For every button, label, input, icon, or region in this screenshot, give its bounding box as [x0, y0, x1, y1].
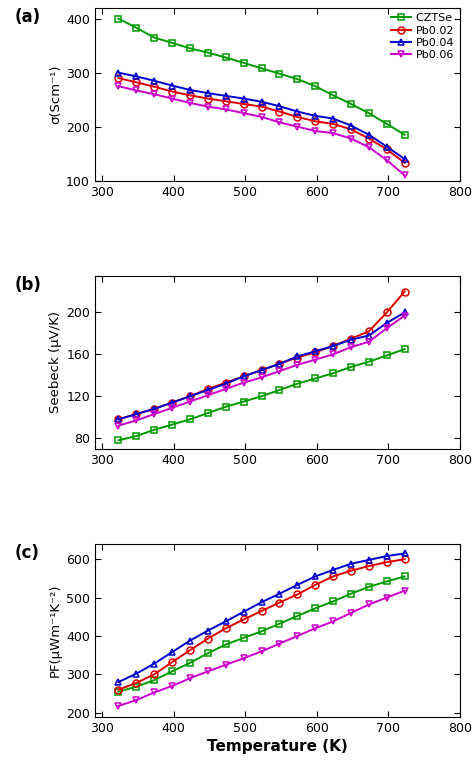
Text: (c): (c) [15, 544, 39, 562]
Y-axis label: Seebeck (μV/K): Seebeck (μV/K) [49, 312, 62, 413]
Text: (b): (b) [15, 276, 41, 294]
Text: (a): (a) [15, 8, 41, 26]
Legend: CZTSe , Pb0.02, Pb0.04, Pb0.06: CZTSe , Pb0.02, Pb0.04, Pb0.06 [389, 11, 456, 62]
Y-axis label: σ(Scm⁻¹): σ(Scm⁻¹) [49, 65, 62, 124]
X-axis label: Temperature (K): Temperature (K) [207, 738, 347, 754]
Y-axis label: PF(μWm⁻¹K⁻²): PF(μWm⁻¹K⁻²) [49, 583, 62, 677]
